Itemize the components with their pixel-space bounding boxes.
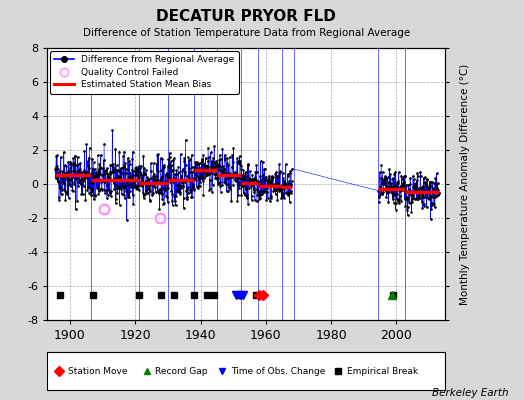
Text: DECATUR PRYOR FLD: DECATUR PRYOR FLD	[156, 9, 336, 24]
Text: Record Gap: Record Gap	[156, 366, 208, 376]
Text: Station Move: Station Move	[68, 366, 127, 376]
Text: Difference of Station Temperature Data from Regional Average: Difference of Station Temperature Data f…	[83, 28, 410, 38]
Y-axis label: Monthly Temperature Anomaly Difference (°C): Monthly Temperature Anomaly Difference (…	[460, 63, 470, 305]
FancyBboxPatch shape	[47, 352, 445, 390]
Text: Empirical Break: Empirical Break	[347, 366, 418, 376]
Text: Time of Obs. Change: Time of Obs. Change	[231, 366, 325, 376]
Text: Berkeley Earth: Berkeley Earth	[432, 388, 508, 398]
Legend: Difference from Regional Average, Quality Control Failed, Estimated Station Mean: Difference from Regional Average, Qualit…	[50, 51, 239, 94]
